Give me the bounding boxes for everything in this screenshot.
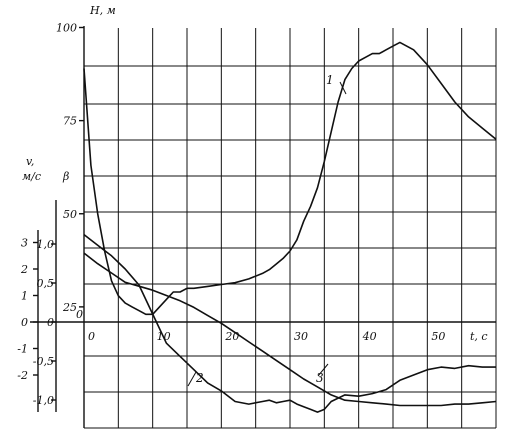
curve-2-leader: [187, 371, 197, 387]
h-tick-label: 75: [63, 115, 77, 128]
v-axis-unit: м/с: [22, 170, 41, 183]
v-tick-label: -1: [17, 343, 28, 356]
curve-1-label: 1: [326, 73, 334, 87]
curve-3-label: 3: [316, 371, 324, 385]
curve-3-leader: [317, 363, 329, 377]
beta-tick-label: 1,0: [37, 238, 55, 251]
curve-1-leader: [339, 81, 347, 95]
h-tick-label: 100: [56, 22, 77, 35]
h-axis-title: H, м: [89, 4, 116, 17]
x-tick-label: 0: [88, 330, 95, 343]
v-tick-label: 1: [21, 290, 28, 303]
curve-2: [83, 233, 496, 413]
curve-2-label: 2: [195, 371, 204, 385]
x-axis-title: t, c: [470, 330, 488, 343]
curve-1: [83, 41, 497, 316]
beta-tick-label: -0,5: [33, 355, 54, 368]
origin-label-h: 0: [76, 308, 83, 321]
x-tick-label: 20: [224, 330, 239, 343]
v-tick-label: -2: [17, 369, 28, 382]
v-axis-title: v,: [26, 155, 34, 168]
h-tick-label: 50: [63, 208, 77, 221]
beta-tick-label: 0: [47, 316, 54, 329]
curve-3: [83, 252, 497, 407]
v-tick-label: 2: [20, 263, 28, 276]
beta-axis-title: β: [62, 170, 69, 183]
h-tick-label: 25: [62, 301, 77, 314]
v-tick-label: 0: [21, 316, 28, 329]
x-tick-label: 30: [294, 330, 308, 343]
x-tick-label: 50: [431, 330, 445, 343]
beta-tick-label: 0,5: [37, 277, 55, 290]
beta-tick-label: -1,0: [33, 394, 54, 407]
v-tick-label: 3: [21, 237, 28, 250]
x-tick-label: 40: [362, 330, 377, 343]
